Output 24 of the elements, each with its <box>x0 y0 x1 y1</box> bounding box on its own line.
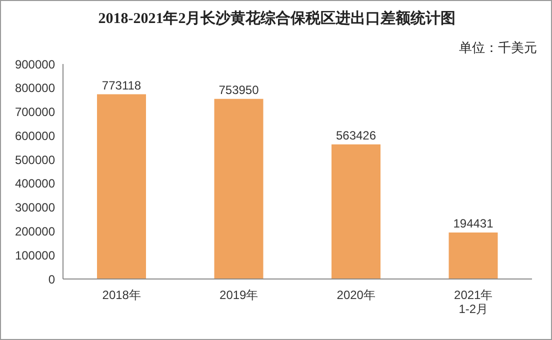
x-tick-label: 2019年 <box>220 288 258 302</box>
data-label: 194431 <box>453 216 494 231</box>
y-tick-label: 200000 <box>14 224 56 238</box>
data-label: 563426 <box>336 128 376 142</box>
x-tick-label: 2021年 1-2月 <box>454 288 493 316</box>
y-tick-label: 900000 <box>14 57 56 72</box>
bar <box>214 98 264 279</box>
bar <box>97 94 146 279</box>
chart-title: 2018-2021年2月长沙黄花综合保税区进出口差额统计图 <box>97 9 457 28</box>
x-tick-label: 2020年 <box>336 288 376 302</box>
y-tick-label: 400000 <box>14 176 56 191</box>
bar <box>448 232 498 279</box>
bar <box>332 144 381 279</box>
data-label: 753950 <box>218 82 260 97</box>
y-tick-label: 300000 <box>14 200 56 215</box>
y-tick-label: 700000 <box>14 105 56 120</box>
text: 单位：千美元 <box>459 39 537 57</box>
y-tick-label: 600000 <box>14 128 56 143</box>
y-tick-label: 800000 <box>14 81 56 96</box>
data-label: 773118 <box>102 78 142 92</box>
x-tick-label: 2018年 <box>102 288 141 302</box>
y-tick-label: 0 <box>48 272 56 286</box>
y-tick-label: 100000 <box>14 248 56 262</box>
y-tick-label: 500000 <box>14 152 56 167</box>
